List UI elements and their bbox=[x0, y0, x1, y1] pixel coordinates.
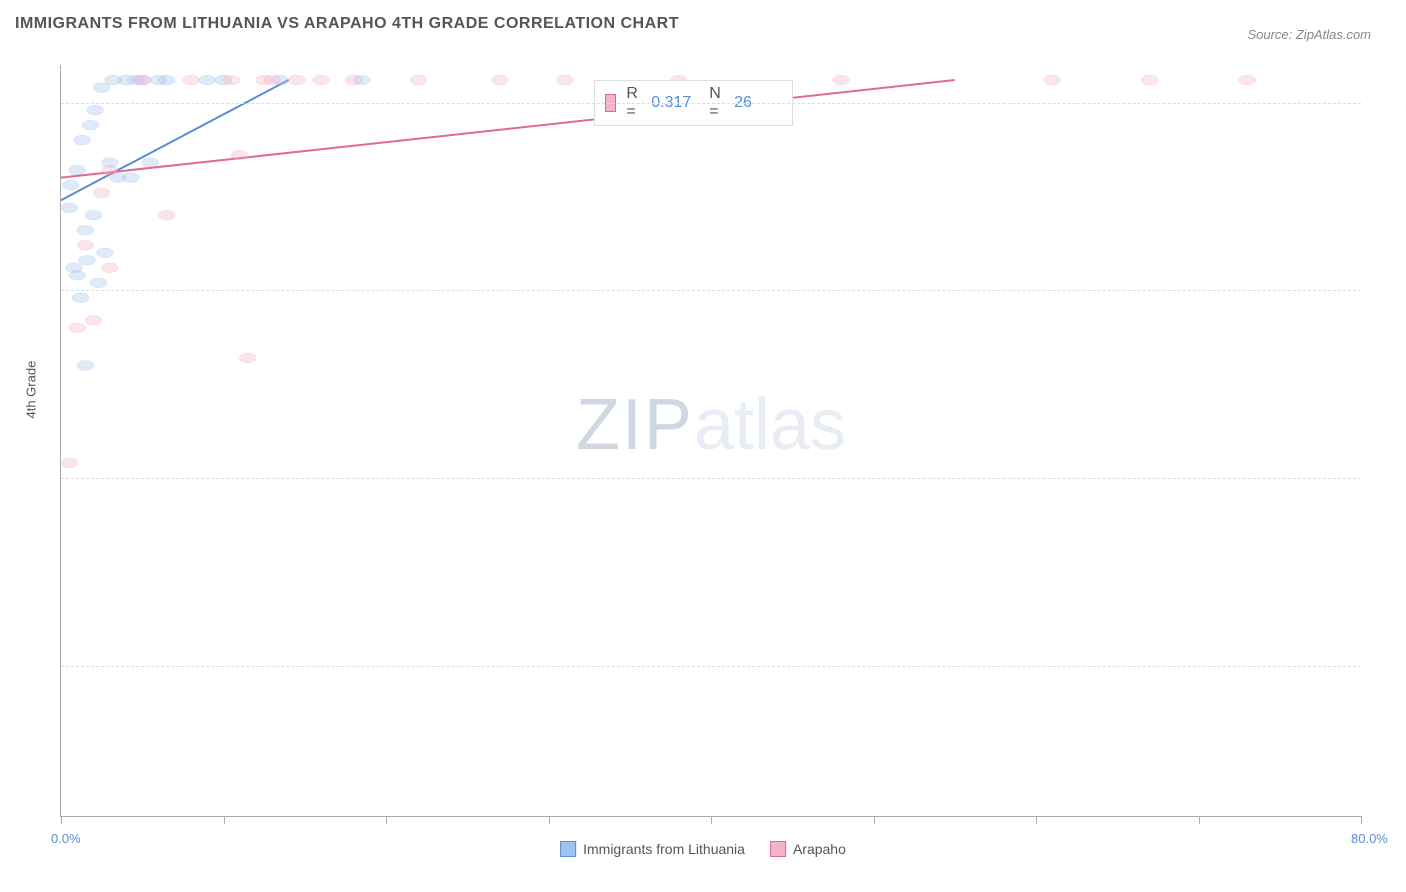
x-tick bbox=[61, 816, 62, 824]
x-tick bbox=[874, 816, 875, 824]
data-point bbox=[313, 75, 330, 85]
x-tick bbox=[224, 816, 225, 824]
data-point bbox=[1239, 75, 1256, 85]
x-tick bbox=[386, 816, 387, 824]
data-point bbox=[410, 75, 427, 85]
legend-item: Arapaho bbox=[770, 841, 846, 857]
legend-swatch bbox=[560, 841, 576, 857]
legend-label: Arapaho bbox=[793, 841, 846, 857]
data-point bbox=[79, 255, 96, 265]
plot-area: ZIPatlas 4th Grade R =0.466N =30R =0.317… bbox=[60, 65, 1361, 817]
data-point bbox=[264, 75, 281, 85]
data-point bbox=[288, 75, 305, 85]
data-point bbox=[556, 75, 573, 85]
data-point bbox=[158, 210, 175, 220]
data-point bbox=[77, 240, 94, 250]
data-point bbox=[61, 203, 78, 213]
data-point bbox=[345, 75, 362, 85]
x-tick bbox=[1361, 816, 1362, 824]
data-point bbox=[96, 248, 113, 258]
data-point bbox=[90, 278, 107, 288]
legend-label: Immigrants from Lithuania bbox=[583, 841, 745, 857]
x-tick bbox=[1036, 816, 1037, 824]
data-point bbox=[69, 165, 86, 175]
data-point bbox=[61, 458, 78, 468]
data-point bbox=[69, 270, 86, 280]
data-point bbox=[101, 263, 118, 273]
y-axis-title: 4th Grade bbox=[24, 360, 39, 418]
x-tick-label: 80.0% bbox=[1351, 831, 1388, 846]
data-point bbox=[1141, 75, 1158, 85]
x-tick-label: 0.0% bbox=[51, 831, 81, 846]
scatter-overlay bbox=[61, 65, 1361, 816]
data-point bbox=[142, 158, 159, 168]
data-point bbox=[122, 173, 139, 183]
chart-container: IMMIGRANTS FROM LITHUANIA VS ARAPAHO 4TH… bbox=[15, 15, 1391, 877]
source-attribution: Source: ZipAtlas.com bbox=[1247, 27, 1371, 42]
gridline bbox=[61, 290, 1361, 291]
data-point bbox=[491, 75, 508, 85]
data-point bbox=[199, 75, 216, 85]
data-point bbox=[74, 135, 91, 145]
data-point bbox=[69, 323, 86, 333]
data-point bbox=[239, 353, 256, 363]
data-point bbox=[82, 120, 99, 130]
data-point bbox=[101, 165, 118, 175]
legend-item: Immigrants from Lithuania bbox=[560, 841, 745, 857]
data-point bbox=[93, 188, 110, 198]
trend-line bbox=[61, 80, 289, 200]
data-point bbox=[77, 225, 94, 235]
data-point bbox=[85, 315, 102, 325]
gridline bbox=[61, 103, 1361, 104]
legend: Immigrants from Lithuania Arapaho bbox=[560, 841, 846, 857]
data-point bbox=[1044, 75, 1061, 85]
gridline bbox=[61, 478, 1361, 479]
x-tick bbox=[1199, 816, 1200, 824]
data-point bbox=[134, 75, 151, 85]
data-point bbox=[62, 180, 79, 190]
x-tick bbox=[549, 816, 550, 824]
data-point bbox=[72, 293, 89, 303]
data-point bbox=[77, 361, 94, 371]
legend-swatch bbox=[770, 841, 786, 857]
chart-title: IMMIGRANTS FROM LITHUANIA VS ARAPAHO 4TH… bbox=[15, 15, 1391, 33]
data-point bbox=[183, 75, 200, 85]
gridline bbox=[61, 666, 1361, 667]
data-point bbox=[223, 75, 240, 85]
data-point bbox=[231, 150, 248, 160]
data-point bbox=[87, 105, 104, 115]
data-point bbox=[93, 83, 110, 93]
data-point bbox=[833, 75, 850, 85]
data-point bbox=[158, 75, 175, 85]
x-tick bbox=[711, 816, 712, 824]
data-point bbox=[85, 210, 102, 220]
